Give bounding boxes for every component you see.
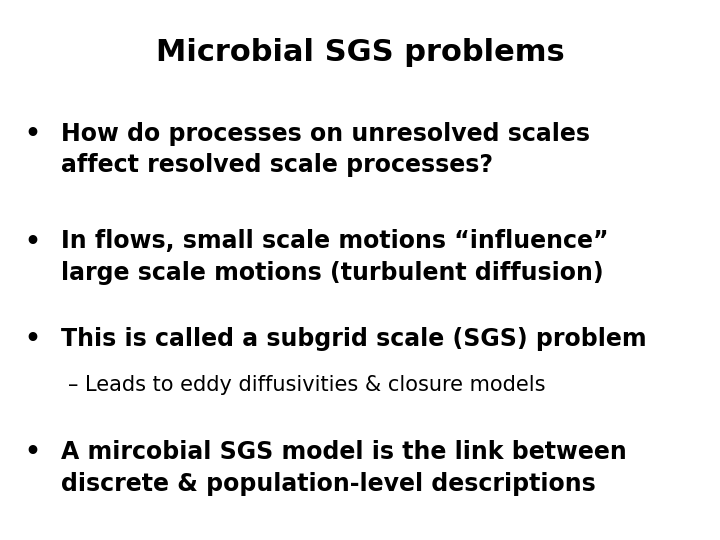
Text: •: • — [24, 327, 40, 350]
Text: – Leads to eddy diffusivities & closure models: – Leads to eddy diffusivities & closure … — [68, 375, 546, 395]
Text: A mircobial SGS model is the link between
discrete & population-level descriptio: A mircobial SGS model is the link betwee… — [61, 440, 627, 496]
Text: •: • — [24, 230, 40, 253]
Text: In flows, small scale motions “influence”
large scale motions (turbulent diffusi: In flows, small scale motions “influence… — [61, 230, 608, 285]
Text: This is called a subgrid scale (SGS) problem: This is called a subgrid scale (SGS) pro… — [61, 327, 647, 350]
Text: •: • — [24, 440, 40, 464]
Text: •: • — [24, 122, 40, 145]
Text: Microbial SGS problems: Microbial SGS problems — [156, 38, 564, 67]
Text: How do processes on unresolved scales
affect resolved scale processes?: How do processes on unresolved scales af… — [61, 122, 590, 177]
